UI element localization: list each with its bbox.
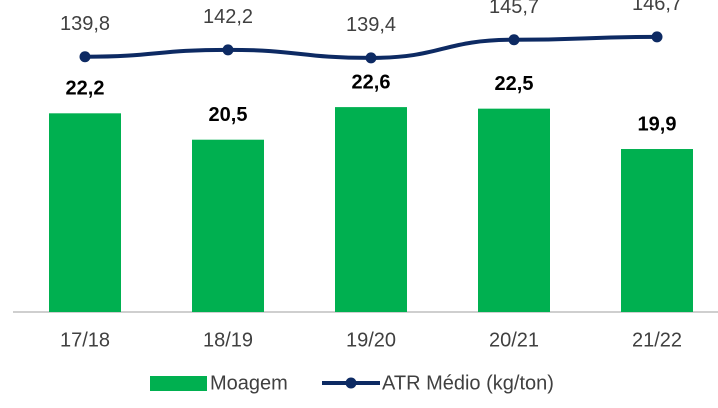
line-point <box>222 44 234 56</box>
x-tick-label: 21/22 <box>632 329 682 351</box>
data-label: 22,2 <box>66 78 105 100</box>
bar <box>192 139 264 312</box>
line-point <box>79 51 91 63</box>
line-point <box>651 31 663 43</box>
bar <box>621 149 693 312</box>
bar <box>335 107 407 312</box>
line-point <box>365 52 377 64</box>
data-label: 146,7 <box>632 0 682 15</box>
legend-swatch <box>345 377 357 389</box>
x-tick-label: 17/18 <box>60 329 110 351</box>
data-label: 22,6 <box>352 71 391 93</box>
bar <box>478 108 550 313</box>
legend-label: Moagem <box>210 372 288 394</box>
x-tick-label: 19/20 <box>346 329 396 351</box>
data-label: 19,9 <box>638 113 677 135</box>
data-label: 145,7 <box>489 0 539 18</box>
data-label: 139,4 <box>346 14 396 36</box>
data-label: 142,2 <box>203 6 253 28</box>
x-tick-label: 20/21 <box>489 329 539 351</box>
data-label: 20,5 <box>209 104 248 126</box>
data-label: 139,8 <box>60 13 110 35</box>
legend-label: ATR Médio (kg/ton) <box>382 372 554 394</box>
line-point <box>508 34 520 46</box>
x-tick-label: 18/19 <box>203 329 253 351</box>
data-label: 22,5 <box>495 73 534 95</box>
legend-swatch <box>150 376 207 391</box>
bar <box>49 113 121 312</box>
